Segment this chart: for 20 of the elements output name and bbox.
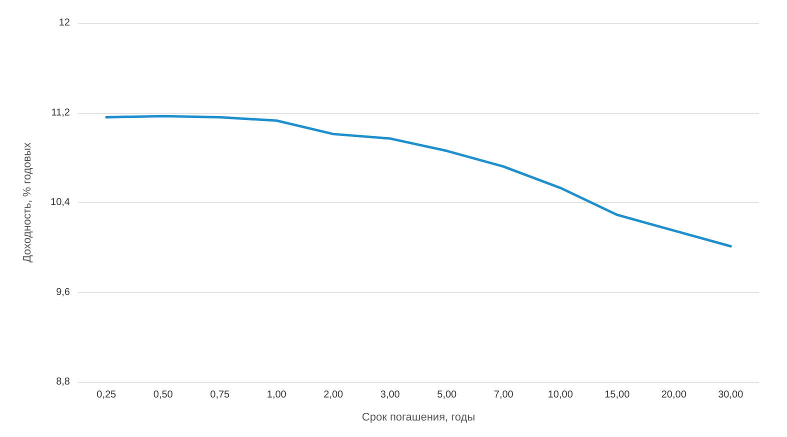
x-tick-label: 1,00: [266, 390, 287, 400]
y-tick-label: 11,2: [51, 107, 70, 118]
x-tick-label: 15,00: [604, 390, 630, 400]
x-tick-label: 2,00: [324, 390, 344, 400]
y-tick-label: 9,6: [56, 286, 70, 298]
x-tick-label: 20,00: [661, 390, 687, 400]
y-tick-label: 10,4: [50, 197, 70, 208]
x-tick-label: 10,00: [548, 390, 574, 400]
x-tick-label: 0,75: [210, 390, 230, 400]
line-series: [105, 114, 732, 248]
x-tick-label: 0,50: [153, 390, 174, 400]
y-tick-label: 8,8: [56, 376, 70, 388]
x-tick-label: 30,00: [718, 390, 744, 400]
y-axis-title: Доходность, % годовых: [22, 142, 34, 263]
x-tick-label: 5,00: [437, 390, 458, 400]
x-tick-label: 0,25: [96, 390, 117, 400]
y-tick-label: 12: [58, 18, 70, 28]
x-axis-title: Срок погашения, годы: [362, 412, 476, 424]
x-tick-label: 7,00: [494, 390, 514, 400]
x-tick-label: 3,00: [380, 390, 400, 400]
